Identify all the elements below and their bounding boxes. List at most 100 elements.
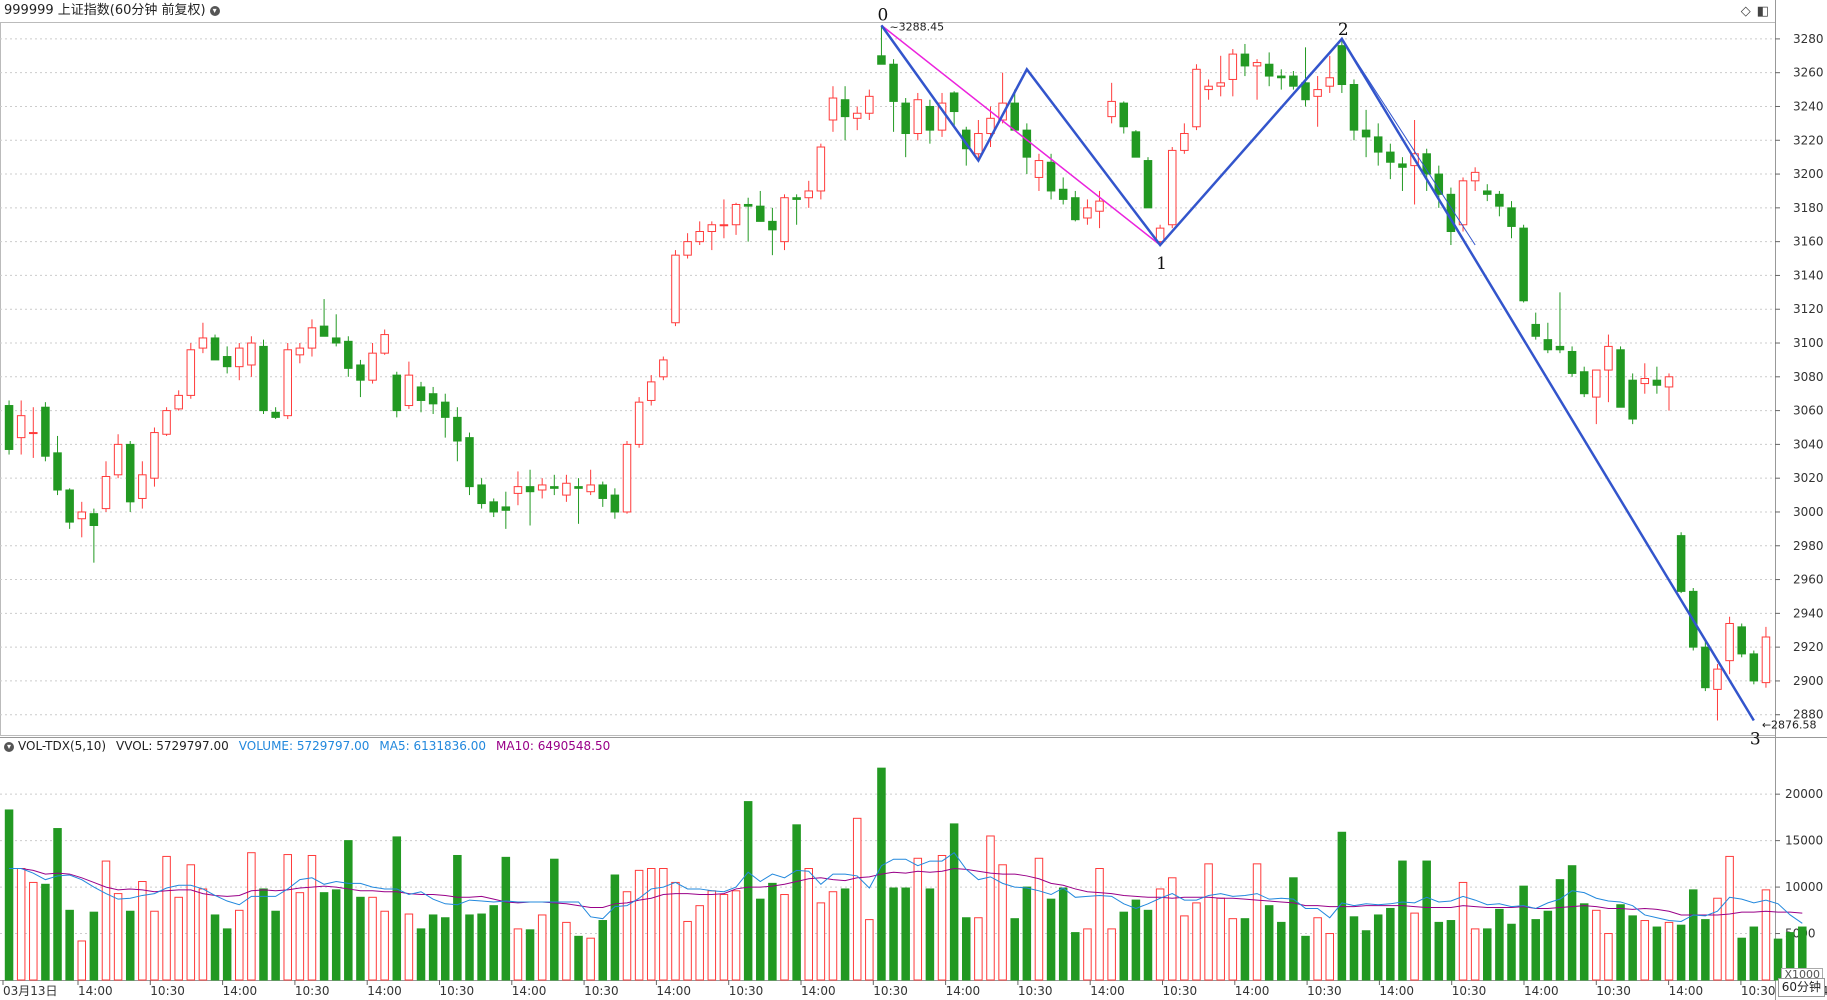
candle [1264, 52, 1274, 87]
candle-body [1058, 188, 1068, 200]
price-tick-label: 3140 [1793, 268, 1824, 282]
volume-bar [1046, 898, 1056, 981]
candle-body [1313, 89, 1322, 97]
candle-body [150, 432, 159, 479]
price-tick-label: 3080 [1793, 370, 1824, 384]
candle-body [1010, 102, 1019, 131]
candle [453, 407, 462, 462]
candle-body [1083, 207, 1092, 219]
candle-body [1180, 133, 1189, 151]
volume-bar [949, 823, 959, 981]
volume-bar [852, 817, 862, 981]
time-tick-label: 14:00 [1090, 984, 1125, 998]
candle-body [1071, 197, 1080, 221]
price-tick-label: 3120 [1793, 302, 1824, 316]
title-dropdown-icon[interactable]: ▾ [209, 5, 220, 16]
vol-indicator-name: VOL-TDX(5,10) [18, 739, 107, 753]
candle-body [1761, 636, 1771, 684]
ma5-line [9, 852, 1803, 924]
candle [1555, 292, 1565, 354]
candle-body [1434, 173, 1444, 195]
candle-body [428, 393, 438, 405]
volume-bar [889, 887, 898, 981]
volume-bar [1470, 928, 1480, 981]
price-tick-label: 3040 [1793, 437, 1824, 451]
candle [77, 501, 87, 538]
candle [1301, 47, 1310, 107]
time-tick-label: 14:00 [223, 984, 258, 998]
candle [586, 469, 595, 496]
candle [1119, 101, 1129, 134]
volume-header: ▾ VOL-TDX(5,10) VVOL: 5729797.00 VOLUME: 57… [0, 737, 620, 755]
candle [125, 441, 135, 512]
volume-bar [307, 854, 317, 981]
candle [816, 143, 826, 200]
volume-bar [610, 874, 620, 981]
diamond-icon[interactable]: ◇ [1740, 4, 1751, 19]
candle-body [901, 102, 910, 135]
candle-body [440, 401, 450, 418]
candle-body [671, 254, 680, 324]
volume-bar [1313, 917, 1322, 981]
candle-body [949, 92, 959, 113]
candle [222, 346, 232, 374]
volume-bar [659, 868, 668, 981]
volume-bar [937, 854, 947, 981]
candle-body [477, 484, 486, 505]
volume-bar [1531, 919, 1540, 981]
candle [768, 207, 777, 256]
volume-bar [1519, 885, 1528, 981]
time-tick-label: 14:00 [801, 984, 836, 998]
volume-bar [513, 928, 523, 981]
volume-bar [138, 881, 147, 981]
volume-bar [428, 914, 438, 981]
window-mode-icon[interactable]: ◧ [1756, 4, 1769, 19]
volume-bar [1167, 877, 1177, 981]
volume-bar [1652, 926, 1662, 981]
candle [1361, 109, 1371, 158]
candle [1155, 224, 1165, 246]
candle [1592, 369, 1601, 425]
volume-bar [331, 889, 341, 981]
candle [1216, 55, 1225, 97]
volume-bar [295, 892, 305, 981]
wave-magenta-line [880, 24, 1161, 246]
volume-bar [816, 902, 826, 981]
volume-bar [962, 917, 971, 981]
candle-body [828, 97, 838, 121]
candle [707, 221, 717, 251]
candle [186, 343, 196, 399]
candle-body [453, 416, 462, 442]
volume-bar [1434, 921, 1444, 981]
candle-body [1495, 193, 1504, 207]
candle-body [1155, 227, 1165, 243]
candle-body [222, 356, 232, 368]
volume-dropdown-icon[interactable]: ▾ [4, 741, 14, 752]
time-tick-label: 14:00 [1235, 984, 1270, 998]
candle-body [1652, 379, 1662, 386]
time-tick-label: 03月13日 [3, 984, 58, 998]
volume-bar [1555, 879, 1565, 981]
period-button[interactable]: 60分钟 [1777, 978, 1825, 997]
volume-bar [1301, 935, 1310, 981]
candle [41, 402, 50, 462]
candle-body [1713, 668, 1722, 690]
candle [1579, 366, 1589, 398]
candle [1725, 616, 1734, 675]
candle-body [210, 337, 220, 361]
candle [1034, 153, 1044, 191]
candle [550, 474, 559, 496]
candle-body [1252, 62, 1262, 67]
candle-body [792, 197, 801, 200]
volume-bar [101, 860, 111, 981]
volume-bar [913, 857, 923, 981]
candle [440, 393, 450, 438]
candle [1483, 184, 1492, 202]
top-right-tools: ◇ ◧ [1735, 4, 1769, 19]
wave-label: 1 [1156, 254, 1167, 274]
candle [719, 199, 729, 239]
candle [319, 299, 329, 337]
volume-bar [210, 914, 220, 981]
